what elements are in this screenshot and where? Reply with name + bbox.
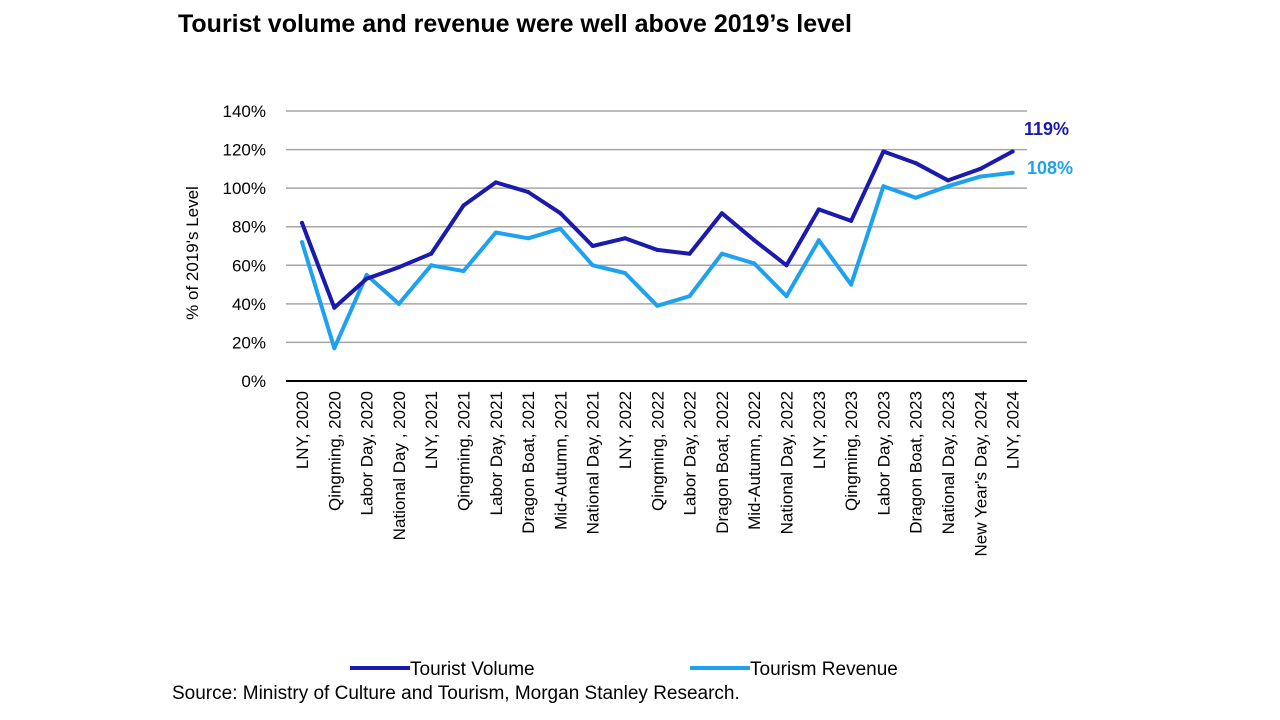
data-point	[429, 263, 434, 268]
y-tick-label: 120%	[223, 141, 266, 160]
y-tick-label: 80%	[232, 218, 266, 237]
data-point	[300, 240, 304, 245]
y-tick-label: 60%	[232, 256, 266, 275]
legend-label: Tourist Volume	[410, 659, 535, 680]
data-point	[590, 263, 595, 268]
data-point	[396, 265, 401, 270]
data-point	[784, 263, 789, 268]
data-point	[978, 166, 983, 171]
data-point	[1010, 149, 1015, 154]
data-point	[816, 238, 821, 243]
data-point	[946, 178, 950, 183]
y-tick-label: 0%	[241, 372, 266, 391]
source-note: Source: Ministry of Culture and Tourism,…	[172, 683, 740, 704]
series-lines: 119% 108%	[300, 119, 1073, 351]
data-point	[784, 294, 789, 299]
data-point	[623, 236, 627, 241]
x-tick-label: LNY, 2024	[1004, 391, 1023, 469]
x-tick-label: Qingming, 2021	[455, 391, 474, 511]
data-point	[493, 180, 498, 185]
x-tick-label: National Day, 2021	[584, 391, 603, 534]
data-point	[655, 303, 660, 308]
x-tick-label: LNY, 2021	[422, 391, 441, 469]
x-tick-label: Labor Day, 2022	[681, 391, 700, 515]
end-value-label: 119%	[1024, 119, 1069, 139]
x-tick-label: Dragon Boat, 2022	[713, 391, 732, 534]
data-point	[913, 161, 918, 166]
chart-title: Tourist volume and revenue were well abo…	[178, 10, 852, 38]
x-tick-label: Dragon Boat, 2021	[519, 391, 538, 534]
legend-label: Tourism Revenue	[750, 659, 898, 680]
y-axis-label: % of 2019's Level	[183, 186, 202, 320]
y-axis-ticks: 0% 20% 40% 60% 80% 100% 120% 140%	[223, 102, 266, 391]
x-tick-label: New Year's Day, 2024	[971, 391, 990, 556]
data-point	[719, 251, 724, 256]
x-tick-label: LNY, 2022	[616, 391, 635, 469]
data-point	[526, 190, 531, 194]
data-point	[364, 272, 369, 277]
x-tick-label: LNY, 2020	[293, 391, 312, 469]
data-point	[946, 184, 950, 189]
series-line-tourist-volume	[300, 149, 1015, 310]
x-tick-label: Qingming, 2020	[325, 391, 344, 511]
x-tick-label: Mid-Autumn, 2022	[745, 391, 764, 530]
data-point	[849, 282, 854, 287]
series-line-tourism-revenue	[300, 170, 1015, 351]
data-point	[978, 174, 983, 179]
x-axis-ticks: LNY, 2020 Qingming, 2020 Labor Day, 2020 Na…	[293, 391, 1023, 556]
x-tick-label: Qingming, 2023	[842, 391, 861, 511]
data-point	[461, 203, 466, 208]
data-point	[655, 247, 660, 252]
x-tick-label: Qingming, 2022	[648, 391, 667, 511]
data-point	[300, 220, 304, 225]
data-point	[687, 251, 692, 256]
data-point	[881, 184, 886, 189]
data-point	[719, 211, 724, 216]
data-point	[332, 305, 337, 310]
data-point	[558, 211, 563, 216]
data-point	[526, 236, 531, 241]
y-tick-label: 100%	[223, 179, 266, 198]
data-point	[849, 218, 854, 223]
y-tick-label: 40%	[232, 295, 266, 314]
legend: Tourist Volume Tourism Revenue	[350, 659, 898, 680]
y-tick-label: 20%	[232, 333, 266, 352]
x-tick-label: Dragon Boat, 2023	[907, 391, 926, 534]
gridlines	[286, 110, 1027, 382]
data-point	[332, 346, 337, 351]
x-tick-label: Labor Day, 2021	[487, 391, 506, 515]
data-point	[590, 244, 595, 248]
end-value-label: 108%	[1027, 158, 1073, 178]
x-tick-label: National Day , 2020	[390, 391, 409, 540]
data-point	[364, 276, 369, 281]
x-tick-label: National Day, 2022	[778, 391, 797, 534]
x-tick-label: Labor Day, 2020	[358, 391, 377, 515]
data-point	[623, 271, 627, 275]
data-point	[1010, 170, 1015, 175]
x-tick-label: Labor Day, 2023	[874, 391, 893, 515]
data-point	[687, 294, 692, 299]
x-tick-label: Mid-Autumn, 2021	[551, 391, 570, 530]
data-point	[396, 301, 401, 306]
data-point	[461, 269, 466, 274]
x-tick-label: National Day, 2023	[939, 391, 958, 534]
data-point	[816, 207, 821, 212]
data-point	[913, 195, 918, 200]
y-tick-label: 140%	[223, 102, 266, 121]
data-point	[558, 226, 563, 231]
data-point	[429, 251, 434, 256]
data-point	[752, 238, 757, 243]
data-point	[493, 230, 498, 235]
data-point	[752, 261, 757, 266]
data-point	[881, 149, 886, 154]
x-tick-label: LNY, 2023	[810, 391, 829, 469]
